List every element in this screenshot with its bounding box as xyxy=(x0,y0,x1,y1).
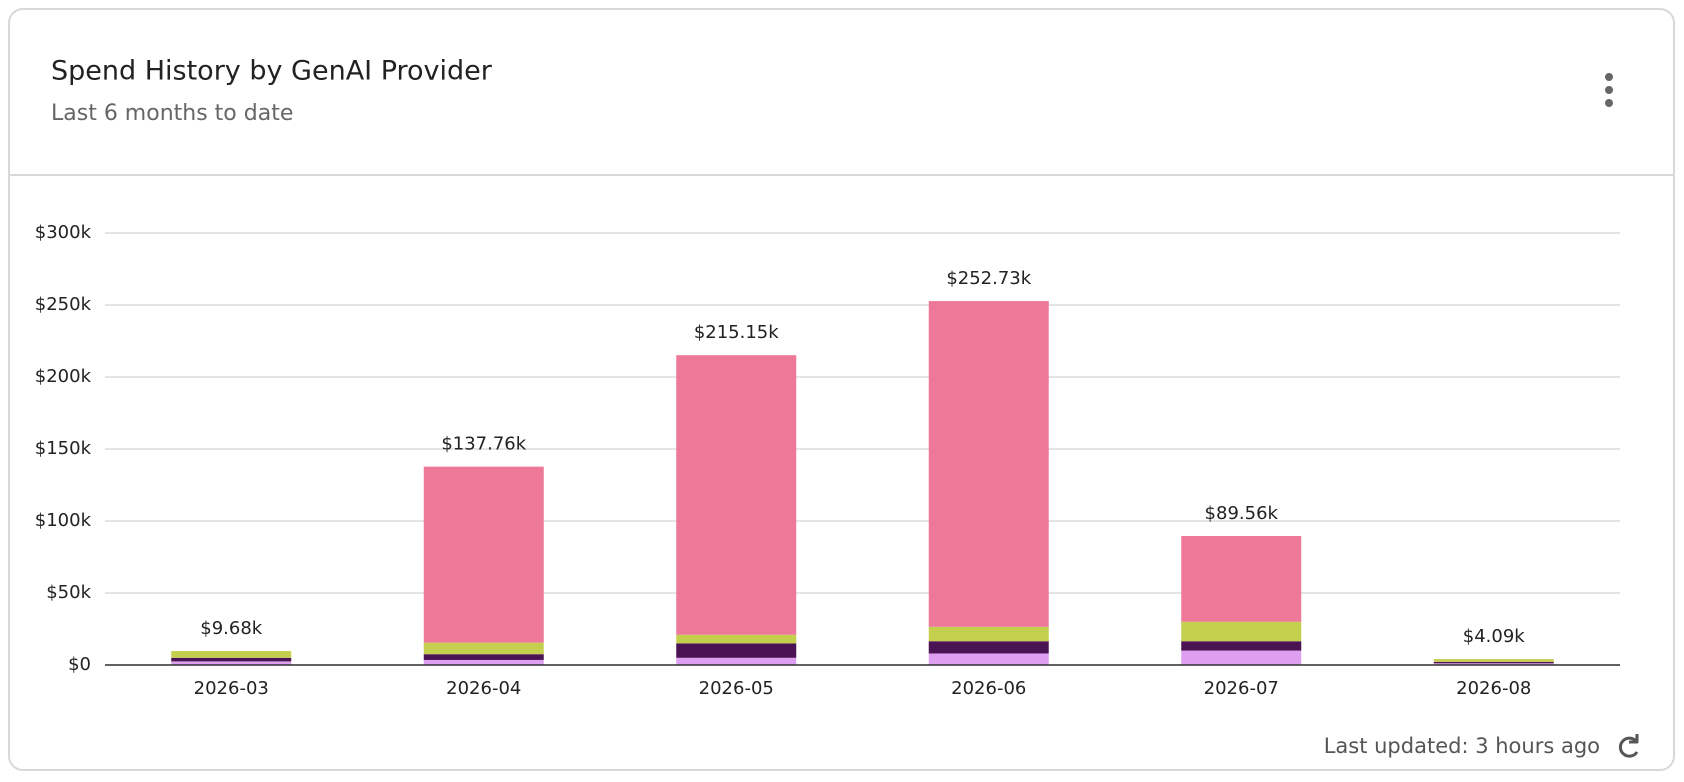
menu-button[interactable] xyxy=(1605,73,1613,107)
bar-segment xyxy=(171,661,292,665)
total-label: $4.09k xyxy=(1463,626,1526,647)
bar-segment xyxy=(171,657,292,662)
y-tick-label: $200k xyxy=(35,366,92,387)
bar-segment xyxy=(928,626,1049,642)
bar-segment xyxy=(1181,641,1302,651)
bar-segment xyxy=(928,641,1049,654)
bar-segment xyxy=(1181,621,1302,642)
total-label: $137.76k xyxy=(441,434,526,455)
bar-segment xyxy=(423,659,544,665)
x-tick-label: 2026-08 xyxy=(1456,678,1531,699)
refresh-button[interactable] xyxy=(1618,734,1639,758)
bar-segment xyxy=(423,642,544,655)
y-tick-label: $0 xyxy=(68,654,91,675)
bar-segment xyxy=(1181,650,1302,665)
bar-segment xyxy=(1433,659,1554,662)
bar-segment xyxy=(1433,663,1554,665)
x-tick-label: 2026-03 xyxy=(194,678,269,699)
y-tick-label: $100k xyxy=(35,510,92,531)
x-tick-label: 2026-07 xyxy=(1204,678,1279,699)
bar-segment xyxy=(676,634,797,644)
bar-segment xyxy=(676,355,797,635)
y-tick-label: $250k xyxy=(35,294,92,315)
x-tick-label: 2026-05 xyxy=(699,678,774,699)
bar-segment xyxy=(171,651,292,658)
total-label: $215.15k xyxy=(694,322,779,343)
total-label: $252.73k xyxy=(946,268,1031,289)
bar-segment xyxy=(423,654,544,660)
bar-segment xyxy=(423,466,544,643)
bar-segment xyxy=(676,643,797,658)
chart-subtitle: Last 6 months to date xyxy=(51,101,293,126)
chart-title: Spend History by GenAI Provider xyxy=(51,56,493,87)
bar-segment xyxy=(928,301,1049,627)
bar-segment xyxy=(1181,536,1302,622)
bar-segment xyxy=(676,657,797,665)
total-label: $9.68k xyxy=(200,618,263,639)
x-tick-label: 2026-06 xyxy=(951,678,1026,699)
y-tick-label: $300k xyxy=(35,222,92,243)
bar-segment xyxy=(928,653,1049,665)
y-tick-label: $50k xyxy=(46,582,91,603)
x-tick-label: 2026-04 xyxy=(446,678,521,699)
total-label: $89.56k xyxy=(1205,503,1279,524)
last-updated: Last updated: 3 hours ago xyxy=(1324,734,1600,758)
y-tick-label: $150k xyxy=(35,438,92,459)
bar-segment xyxy=(1433,661,1554,664)
